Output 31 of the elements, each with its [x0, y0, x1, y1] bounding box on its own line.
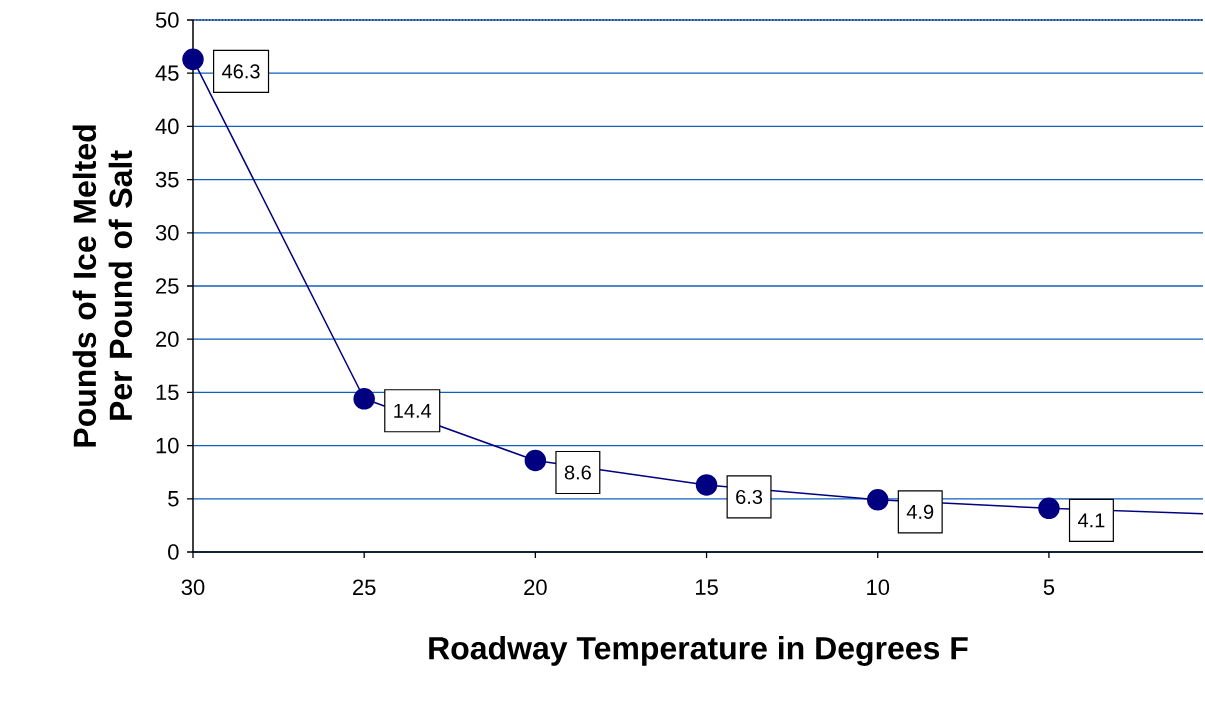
y-tick-label: 35: [155, 171, 179, 188]
point: [353, 388, 375, 410]
y-tick-label: 20: [156, 331, 179, 347]
data-label: 8.6: [564, 465, 591, 480]
y-tick-label: 50: [155, 12, 179, 28]
data-label: 46.3: [222, 64, 260, 79]
y-tick-label: 40: [155, 118, 179, 135]
point: [866, 489, 889, 511]
x-tick-label: 20: [524, 579, 547, 596]
y-tick-label: 5: [168, 491, 179, 507]
data-label: 6.3: [736, 489, 763, 505]
x-tick-label: 5: [1043, 579, 1055, 595]
point: [182, 48, 204, 71]
point: [695, 474, 718, 496]
y-tick-label: 15: [156, 384, 179, 401]
y-tick-label: 0: [168, 544, 179, 560]
data-label: 14.4: [394, 403, 432, 418]
point: [1038, 497, 1060, 520]
x-tick-label: 30: [181, 579, 205, 596]
x-tick-label: 10: [867, 579, 890, 596]
y-tick-label: 25: [156, 278, 179, 294]
y-tick-label: 30: [155, 225, 179, 241]
y-axis-title: Pounds of Ice Melted Per Pound of Salt: [72, 125, 133, 447]
data-label: 4.1: [1077, 513, 1105, 528]
x-tick-label: 15: [696, 579, 718, 595]
data-label: 4.9: [906, 504, 934, 519]
y-tick-label: 45: [155, 65, 179, 81]
point: [524, 449, 547, 472]
y-tick-label: 10: [156, 437, 179, 454]
x-axis-title: Roadway Temperature in Degrees F: [429, 635, 968, 666]
x-tick-label: 25: [353, 579, 376, 596]
